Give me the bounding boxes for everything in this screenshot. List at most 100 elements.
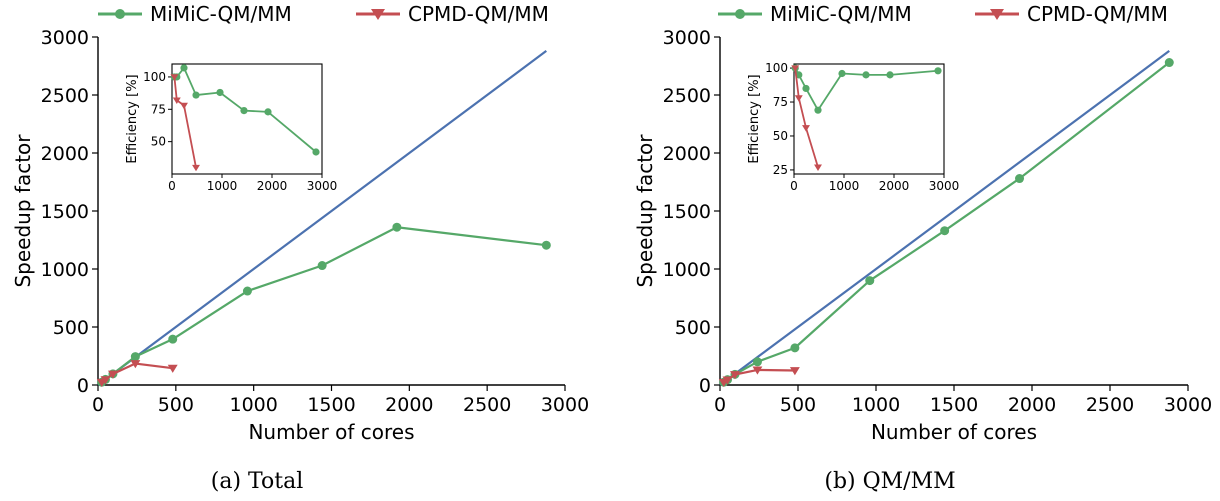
legend-marker-cpmd	[371, 9, 385, 20]
legend-b: MiMiC-QM/MM CPMD-QM/MM	[718, 2, 1168, 26]
inset-y-tick-label: 75	[773, 95, 788, 109]
y-tick-label: 1500	[41, 201, 89, 223]
legend-label-cpmd: CPMD-QM/MM	[408, 2, 549, 26]
legend-item-mimic-a: MiMiC-QM/MM	[98, 2, 292, 26]
data-point-mimic	[790, 343, 800, 353]
x-tick-label: 0	[92, 394, 104, 416]
caption-qmmm: (b) QM/MM	[824, 469, 955, 494]
y-tick-label: 3000	[663, 27, 711, 49]
inset-y-tick-label: 100	[143, 70, 166, 84]
inset-data-point-mimic	[192, 91, 200, 99]
inset-frame	[171, 63, 323, 175]
data-point-cpmd	[789, 367, 800, 376]
x-tick-label: 1500	[307, 394, 355, 416]
ideal-line	[97, 50, 547, 386]
y-tick-label: 2000	[663, 143, 711, 165]
inset-data-point-mimic	[216, 88, 224, 97]
legend-item-cpmd-b: CPMD-QM/MM	[975, 2, 1168, 26]
y-tick-label: 1000	[41, 259, 89, 281]
inset-x-tick-label: 2000	[257, 179, 288, 193]
legend-label-cpmd: CPMD-QM/MM	[1027, 2, 1168, 26]
inset-x-tick-label: 0	[168, 179, 176, 193]
y-tick-label: 0	[699, 375, 711, 397]
ideal-line	[719, 50, 1170, 386]
inset-data-point-mimic	[312, 148, 320, 156]
inset-series-line-cpmd	[794, 67, 819, 168]
x-tick-label: 500	[780, 394, 816, 416]
inset-data-point-mimic	[862, 71, 870, 79]
data-point-cpmd	[722, 376, 733, 385]
data-point-cpmd	[107, 370, 118, 379]
x-axis-label: Number of cores	[871, 420, 1037, 444]
inset-data-point-cpmd	[172, 97, 181, 105]
legend-item-cpmd-a: CPMD-QM/MM	[356, 2, 549, 26]
chart-qmmm: 0 500 1000 1500 2000 2500 30000500100015002000…	[633, 27, 1212, 444]
y-tick-label: 2500	[41, 85, 89, 107]
x-tick-label: 1000	[852, 394, 900, 416]
inset-x-tick-label: 1000	[829, 179, 860, 193]
data-point-mimic	[752, 357, 762, 367]
legend-item-mimic-b: MiMiC-QM/MM	[718, 2, 912, 26]
data-point-cpmd	[100, 376, 111, 385]
x-tick-label: 1500	[930, 394, 978, 416]
inset-x-tick-label: 3000	[929, 179, 960, 193]
y-tick-label: 500	[53, 317, 89, 339]
y-axis-label: Speedup factor	[11, 134, 35, 288]
inset-x-tick-label: 2000	[879, 179, 910, 193]
inset-data-point-mimic	[838, 69, 846, 78]
legend-marker-mimic	[735, 9, 745, 19]
y-tick-label: 1500	[663, 201, 711, 223]
x-tick-label: 2500	[463, 394, 511, 416]
data-point-cpmd	[730, 371, 740, 380]
inset-data-point-mimic	[934, 67, 942, 75]
chart-total: 0 500 1000 1500 2000 2500 30000500100015002000…	[11, 27, 589, 444]
x-tick-label: 2000	[385, 394, 433, 416]
data-point-mimic	[541, 240, 551, 250]
data-point-cpmd	[167, 364, 178, 373]
data-point-mimic	[940, 226, 950, 236]
inset-x-tick-label: 0	[790, 179, 798, 193]
inset-data-point-mimic	[886, 71, 894, 79]
inset-y-tick-label: 75	[151, 102, 166, 116]
y-tick-label: 3000	[41, 27, 89, 49]
legend-label-mimic: MiMiC-QM/MM	[770, 2, 912, 26]
x-tick-label: 2000	[1008, 394, 1056, 416]
data-point-mimic	[865, 276, 875, 286]
inset-data-point-mimic	[264, 108, 272, 116]
y-tick-label: 2000	[41, 143, 89, 165]
caption-total: (a) Total	[211, 469, 303, 494]
inset-y-tick-label: 25	[773, 163, 788, 177]
data-point-cpmd	[130, 360, 141, 369]
inset-data-point-cpmd	[802, 125, 810, 132]
data-point-mimic	[168, 334, 178, 344]
y-tick-label: 1000	[663, 259, 711, 281]
x-tick-label: 1000	[229, 394, 277, 416]
legend-marker-cpmd	[990, 9, 1004, 20]
legend-a: MiMiC-QM/MM CPMD-QM/MM	[98, 2, 549, 26]
inset-y-axis-label: Efficiency [%]	[747, 74, 762, 163]
data-point-cpmd	[752, 366, 763, 375]
inset-data-point-cpmd	[170, 74, 179, 81]
inset-data-point-cpmd	[814, 164, 822, 171]
inset-data-point-mimic	[802, 84, 810, 93]
x-tick-label: 0	[714, 394, 726, 416]
legend-marker-mimic	[115, 9, 125, 19]
inset-data-point-cpmd	[794, 95, 803, 102]
data-point-mimic	[1015, 174, 1025, 184]
series-line-mimic	[101, 226, 547, 384]
series-line-mimic	[723, 61, 1170, 384]
data-point-mimic	[1164, 58, 1174, 68]
x-axis-label: Number of cores	[248, 420, 414, 444]
x-tick-label: 3000	[541, 394, 589, 416]
x-tick-label: 3000	[1164, 394, 1212, 416]
inset-x-tick-label: 3000	[307, 179, 338, 193]
inset-data-point-cpmd	[192, 164, 200, 172]
inset-x-tick-label: 1000	[207, 179, 238, 193]
inset-data-point-cpmd	[791, 65, 800, 72]
inset-y-tick-label: 50	[773, 129, 788, 143]
x-tick-label: 2500	[1086, 394, 1134, 416]
legend-label-mimic: MiMiC-QM/MM	[150, 2, 292, 26]
